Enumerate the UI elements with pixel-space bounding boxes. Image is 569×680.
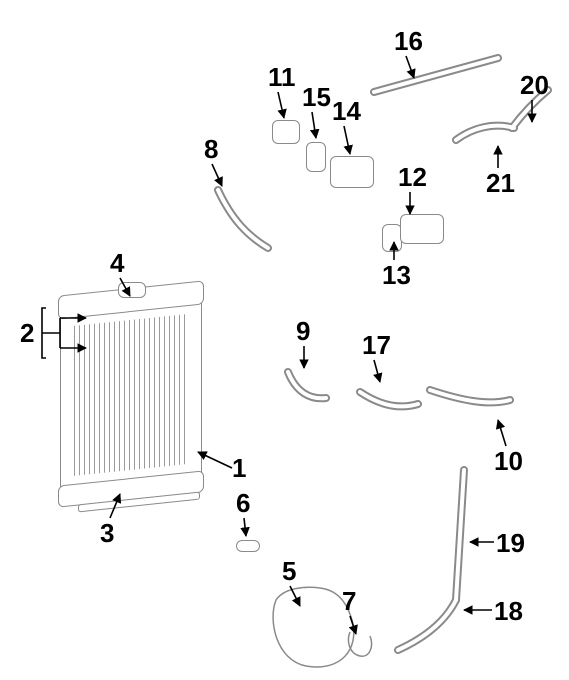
part-drain-plug: [236, 540, 260, 552]
callout-18: 18: [494, 598, 523, 624]
callout-6: 6: [236, 490, 250, 516]
callout-8: 8: [204, 136, 218, 162]
callout-3: 3: [100, 520, 114, 546]
callout-19: 19: [496, 530, 525, 556]
callout-5: 5: [282, 558, 296, 584]
callout-20: 20: [520, 72, 549, 98]
callout-15: 15: [302, 84, 331, 110]
callout-7: 7: [342, 588, 356, 614]
parts-diagram: 1 2 3 4 5 6 7 8 9 10 11 12 13 14 15 16 1…: [0, 0, 569, 680]
callout-13: 13: [382, 262, 411, 288]
part-outlet-housing: [400, 214, 444, 244]
callout-17: 17: [362, 332, 391, 358]
callout-12: 12: [398, 164, 427, 190]
part-thermostat: [272, 120, 300, 144]
part-radiator-fins: [74, 314, 186, 476]
callout-10: 10: [494, 448, 523, 474]
callout-1: 1: [232, 455, 246, 481]
callout-9: 9: [296, 318, 310, 344]
callout-2: 2: [20, 320, 34, 346]
part-inlet-housing: [330, 156, 374, 188]
callout-21: 21: [486, 170, 515, 196]
callout-11: 11: [268, 64, 296, 90]
callout-16: 16: [394, 28, 423, 54]
part-gasket-15: [306, 142, 326, 172]
callout-4: 4: [110, 250, 124, 276]
part-cap: [118, 282, 146, 298]
part-gasket-13: [382, 224, 402, 252]
callout-14: 14: [332, 98, 361, 124]
